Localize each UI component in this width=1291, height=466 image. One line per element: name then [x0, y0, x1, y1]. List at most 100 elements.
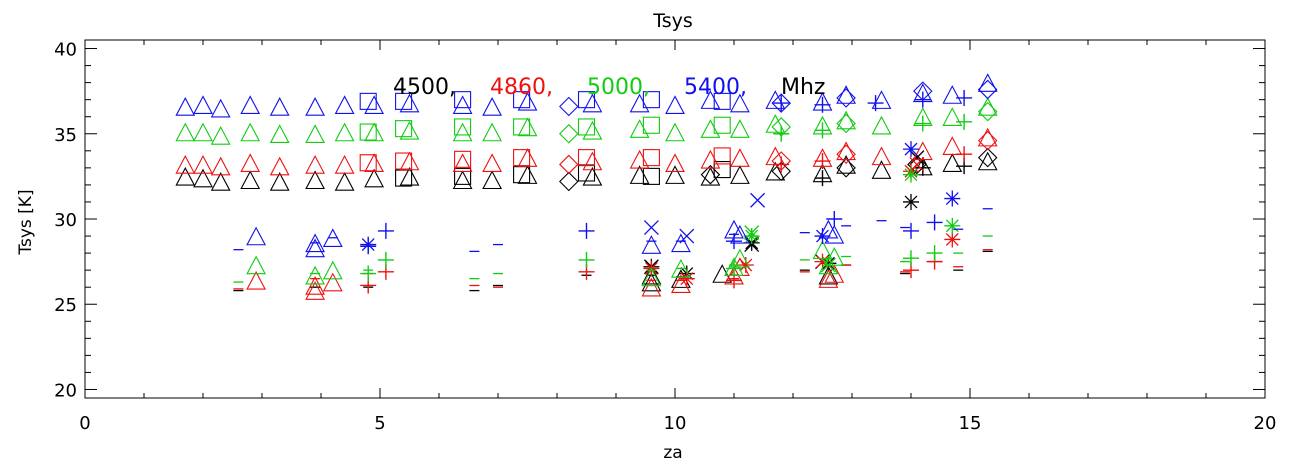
triangle-marker [240, 170, 261, 190]
plus-marker [773, 95, 790, 112]
triangle-marker [977, 127, 998, 147]
triangle-marker [240, 95, 261, 115]
plus-marker [914, 91, 931, 108]
triangle-marker [482, 153, 503, 172]
triangle-marker [836, 85, 857, 104]
plus-marker [773, 156, 790, 173]
triangle-marker [836, 110, 857, 130]
triangle-marker [210, 156, 231, 176]
triangle-marker [818, 265, 839, 285]
diamond-marker [559, 96, 579, 117]
plus-marker [926, 214, 943, 231]
triangle-marker [210, 98, 231, 118]
square-marker [513, 118, 531, 136]
plus-marker [926, 245, 943, 262]
triangle-marker [517, 91, 538, 111]
square-marker [642, 167, 660, 185]
triangle-marker [305, 281, 326, 300]
triangle-marker [452, 170, 473, 190]
x-axis-title: za [663, 443, 682, 463]
asterisk-marker [944, 217, 961, 234]
triangle-marker [871, 146, 892, 166]
asterisk-marker [820, 255, 837, 272]
diamond-marker [771, 93, 791, 113]
diamond-marker [977, 79, 998, 100]
triangle-marker [700, 149, 721, 169]
chart-title: Tsys [652, 10, 693, 32]
triangle-marker [193, 168, 213, 188]
triangle-marker [629, 93, 650, 113]
triangle-marker [269, 156, 290, 176]
square-marker [713, 147, 731, 165]
square-marker [642, 91, 660, 109]
plus-marker [956, 89, 973, 106]
square-marker [642, 149, 660, 167]
triangle-marker [210, 125, 231, 145]
triangle-marker [193, 122, 213, 142]
triangle-marker [305, 97, 326, 116]
triangle-marker [665, 165, 685, 184]
triangle-marker [175, 97, 196, 116]
x-marker [744, 225, 760, 241]
asterisk-marker [814, 253, 831, 270]
plus-marker [773, 125, 790, 142]
x-marker [643, 220, 659, 235]
triangle-marker [670, 274, 691, 294]
square-marker [642, 116, 660, 134]
triangle-marker [269, 172, 290, 191]
y-axis-title: Tsys [K] [16, 189, 36, 255]
plus-marker [867, 95, 884, 112]
legend-entry: 4500, [393, 75, 456, 100]
square-marker [513, 149, 531, 167]
square-marker [395, 120, 413, 138]
triangle-marker [641, 272, 662, 292]
diamond-marker [977, 101, 998, 122]
triangle-marker [729, 119, 750, 138]
axes-layer: 0 5 10 15 20 20 25 30 35 40 [54, 40, 1276, 434]
square-marker [454, 150, 472, 168]
triangle-marker [452, 95, 473, 115]
x-marker [909, 150, 925, 166]
asterisk-marker [743, 228, 760, 245]
square-marker [577, 149, 596, 167]
x-marker [820, 257, 836, 273]
asterisk-marker [678, 270, 695, 287]
square-marker [713, 92, 731, 110]
triangle-marker [582, 120, 603, 140]
triangle-marker [629, 149, 650, 169]
triangle-marker [836, 154, 857, 174]
x-marker [909, 156, 925, 172]
triangle-marker [729, 93, 750, 113]
triangle-marker [175, 122, 196, 142]
diamond-marker [700, 164, 721, 185]
triangle-marker [712, 264, 733, 283]
triangle-marker [665, 122, 685, 142]
triangle-marker [210, 172, 231, 191]
triangle-marker [305, 170, 326, 190]
triangle-marker [700, 90, 721, 109]
triangle-marker [824, 247, 845, 266]
triangle-marker [240, 153, 261, 172]
triangle-marker [629, 119, 650, 138]
diamond-marker [559, 171, 579, 192]
plus-marker [578, 222, 595, 239]
triangle-marker [700, 119, 721, 138]
legend-entry: 5000, [587, 75, 650, 100]
triangle-marker [193, 95, 213, 115]
triangle-marker [629, 165, 650, 184]
square-marker [395, 92, 413, 110]
asterisk-marker [944, 231, 961, 248]
diamond-marker [836, 158, 856, 178]
triangle-marker [322, 260, 343, 280]
triangle-marker [175, 166, 196, 186]
triangle-marker [641, 277, 662, 297]
triangle-marker [175, 154, 196, 174]
x-tick-label: 10 [664, 413, 687, 434]
triangle-marker [399, 120, 420, 140]
triangle-marker [246, 226, 267, 246]
y-tick-label: 35 [54, 125, 77, 146]
triangle-marker [871, 90, 892, 109]
triangle-marker [765, 161, 786, 181]
triangle-marker [482, 170, 503, 190]
